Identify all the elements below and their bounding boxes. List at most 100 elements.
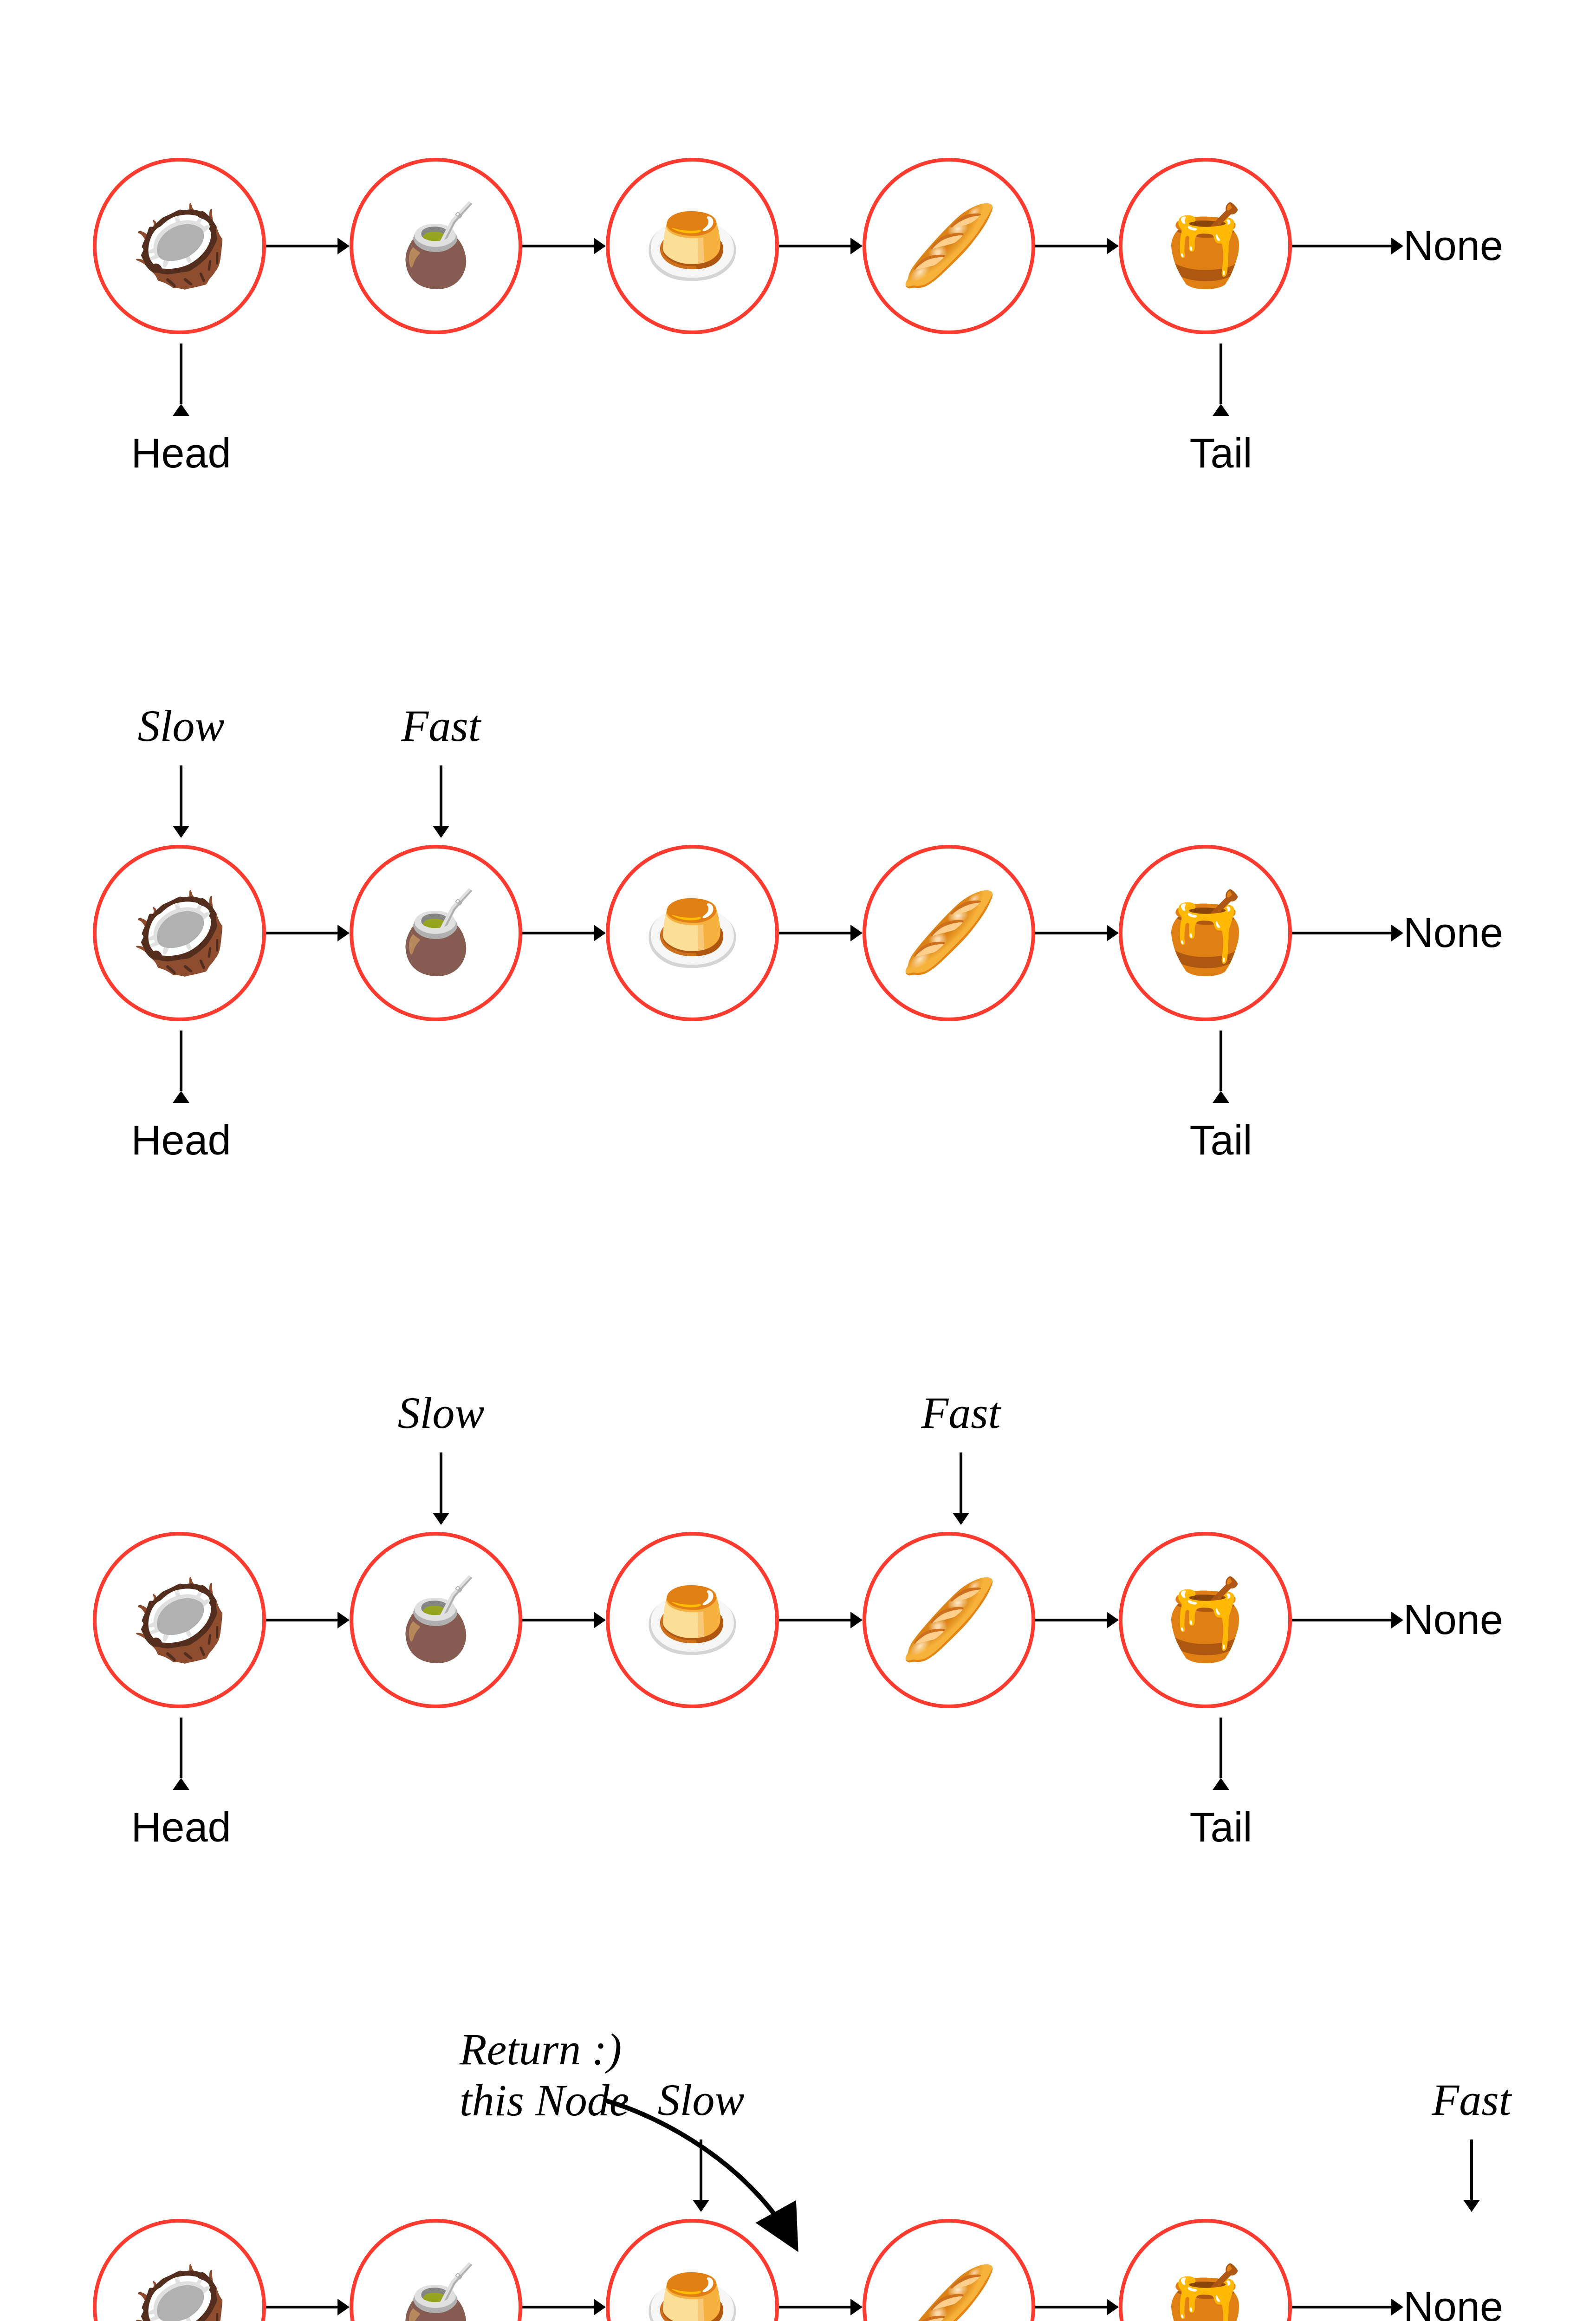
custard-icon: 🍮 [643, 1581, 742, 1660]
custard-icon: 🍮 [643, 207, 742, 285]
honey-icon: 🍯 [1156, 894, 1255, 972]
node-custard: 🍮 [606, 1532, 779, 1708]
node-baguette: 🥖 [863, 845, 1036, 1021]
pointer-slow: Slow [367, 1387, 515, 1525]
node-honey: 🍯 [1119, 158, 1292, 334]
node-mate: 🧉 [350, 1532, 523, 1708]
honey-icon: 🍯 [1156, 2268, 1255, 2321]
pointer-tail: Tail [1147, 1031, 1295, 1165]
next-arrow [522, 1612, 606, 1628]
node-baguette: 🥖 [863, 2219, 1036, 2321]
node-mate: 🧉 [350, 158, 523, 334]
node-honey: 🍯 [1119, 845, 1292, 1021]
next-arrow [522, 925, 606, 941]
pointer-label: Head [131, 1804, 231, 1852]
pointer-slow: Slow [107, 700, 255, 838]
next-arrow [1035, 238, 1119, 254]
pointer-tail: Tail [1147, 344, 1295, 478]
pointer-arrow [953, 1452, 969, 1525]
step-row: 🥥🧉🍮🥖🍯NoneHeadTail [93, 139, 1503, 473]
next-arrow [1292, 2299, 1403, 2315]
linked-list-diagram: 🥥 🧉 🍮 🥖 🍯 None Head Tail 🥥 🧉 🍮 🥖 🍯 None Head Tail Slow Fa… [0, 0, 1596, 2321]
node-mate: 🧉 [350, 2219, 523, 2321]
pointer-label: Fast [1432, 2074, 1512, 2126]
node-coconut: 🥥 [93, 845, 266, 1021]
next-arrow [522, 2299, 606, 2315]
coconut-icon: 🥥 [130, 207, 228, 285]
next-arrow [1035, 925, 1119, 941]
linked-list-row: 🥥 🧉 🍮 🥖 🍯 None [93, 158, 1503, 334]
pointer-arrow [173, 344, 189, 416]
next-arrow [522, 238, 606, 254]
terminal-none: None [1403, 1596, 1503, 1644]
next-arrow [1292, 238, 1403, 254]
pointer-fast: Fast [367, 700, 515, 838]
next-arrow [779, 1612, 863, 1628]
pointer-label: Fast [402, 700, 481, 752]
coconut-icon: 🥥 [130, 894, 228, 972]
node-honey: 🍯 [1119, 2219, 1292, 2321]
coconut-icon: 🥥 [130, 2268, 228, 2321]
baguette-icon: 🥖 [900, 2268, 998, 2321]
next-arrow [1292, 925, 1403, 941]
honey-icon: 🍯 [1156, 207, 1255, 285]
mate-icon: 🧉 [387, 2268, 485, 2321]
curved-arrow-icon [599, 2095, 831, 2281]
pointer-label: Head [131, 1117, 231, 1165]
honey-icon: 🍯 [1156, 1581, 1255, 1660]
custard-icon: 🍮 [643, 894, 742, 972]
next-arrow [266, 2299, 350, 2315]
node-custard: 🍮 [606, 845, 779, 1021]
pointer-arrow [1213, 1718, 1229, 1790]
node-custard: 🍮 [606, 158, 779, 334]
next-arrow [779, 2299, 863, 2315]
pointer-arrow [173, 1031, 189, 1103]
node-mate: 🧉 [350, 845, 523, 1021]
baguette-icon: 🥖 [900, 1581, 998, 1660]
mate-icon: 🧉 [387, 1581, 485, 1660]
next-arrow [1035, 1612, 1119, 1628]
pointer-arrow [173, 1718, 189, 1790]
pointer-arrow [1463, 2139, 1480, 2212]
pointer-label: Tail [1189, 1804, 1252, 1852]
coconut-icon: 🥥 [130, 1581, 228, 1660]
pointer-arrow [173, 765, 189, 838]
node-coconut: 🥥 [93, 158, 266, 334]
baguette-icon: 🥖 [900, 894, 998, 972]
terminal-none: None [1403, 909, 1503, 957]
baguette-icon: 🥖 [900, 207, 998, 285]
next-arrow [1035, 2299, 1119, 2315]
linked-list-row: 🥥 🧉 🍮 🥖 🍯 None [93, 1532, 1503, 1708]
pointer-arrow [1213, 344, 1229, 416]
return-annotation: Return :)this Node [460, 2024, 629, 2127]
pointer-label: Head [131, 430, 231, 478]
next-arrow [779, 238, 863, 254]
pointer-arrow [433, 1452, 449, 1525]
step-row: 🥥🧉🍮🥖🍯NoneHeadTailSlowFast [93, 668, 1503, 1160]
terminal-none: None [1403, 222, 1503, 270]
next-arrow [266, 238, 350, 254]
next-arrow [266, 925, 350, 941]
pointer-head: Head [107, 1031, 255, 1165]
pointer-head: Head [107, 1718, 255, 1852]
terminal-none: None [1403, 2283, 1503, 2321]
pointer-fast: Fast [887, 1387, 1035, 1525]
pointer-head: Head [107, 344, 255, 478]
node-baguette: 🥖 [863, 1532, 1036, 1708]
node-honey: 🍯 [1119, 1532, 1292, 1708]
pointer-label: Slow [138, 700, 225, 752]
pointer-label: Tail [1189, 430, 1252, 478]
node-coconut: 🥥 [93, 2219, 266, 2321]
step-row: 🥥🧉🍮🥖🍯NoneHeadTailSlowFastReturn :)this N… [93, 2042, 1503, 2321]
pointer-label: Slow [398, 1387, 485, 1439]
mate-icon: 🧉 [387, 894, 485, 972]
next-arrow [266, 1612, 350, 1628]
node-coconut: 🥥 [93, 1532, 266, 1708]
next-arrow [779, 925, 863, 941]
next-arrow [1292, 1612, 1403, 1628]
linked-list-row: 🥥 🧉 🍮 🥖 🍯 None [93, 845, 1503, 1021]
pointer-arrow [1213, 1031, 1229, 1103]
pointer-tail: Tail [1147, 1718, 1295, 1852]
pointer-label: Tail [1189, 1117, 1252, 1165]
mate-icon: 🧉 [387, 207, 485, 285]
